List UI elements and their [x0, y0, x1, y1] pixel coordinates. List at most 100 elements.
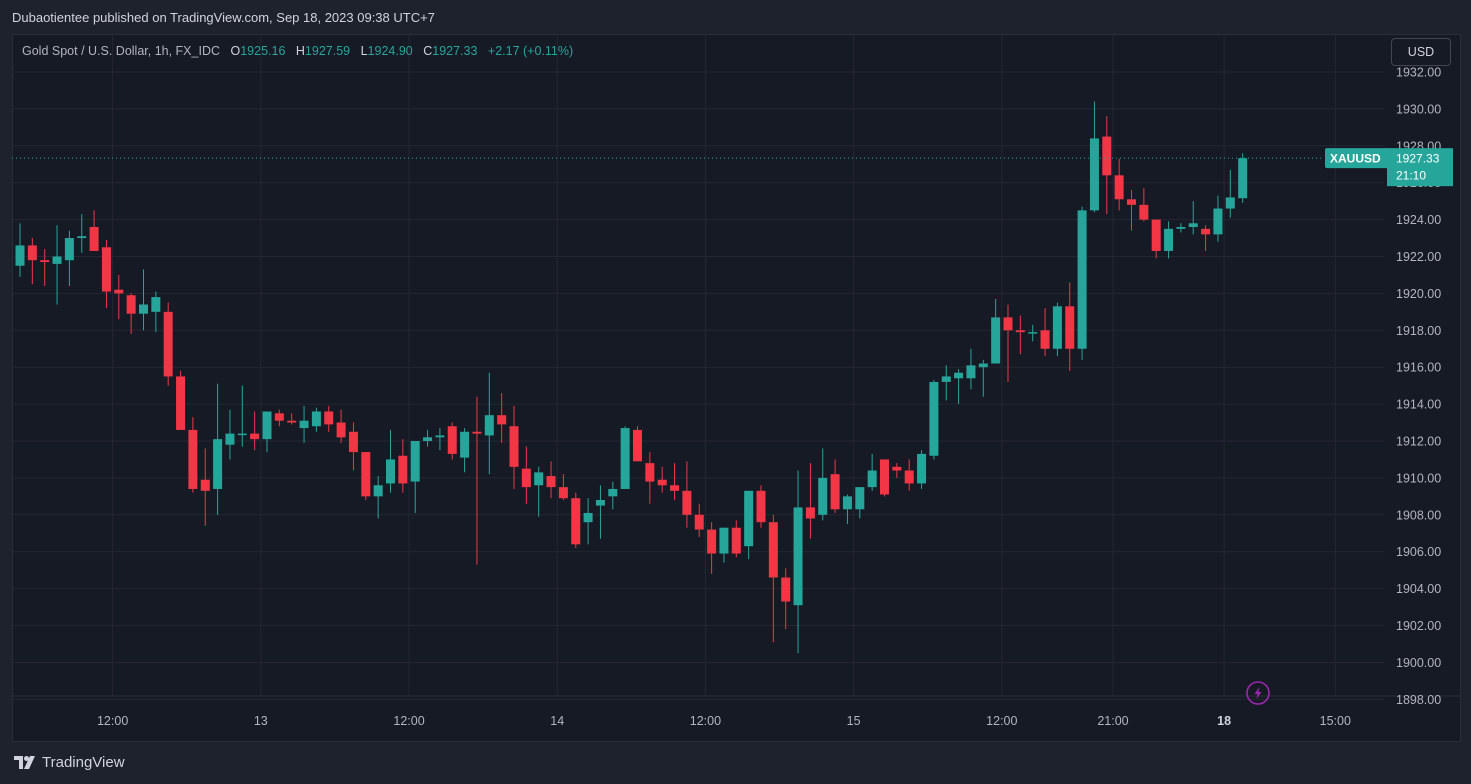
candle: [620, 426, 630, 489]
bar-countdown: 21:10: [1396, 169, 1426, 183]
candle: [830, 459, 840, 513]
candle: [731, 520, 741, 558]
candle-body: [1176, 226, 1186, 229]
candle-body: [892, 466, 902, 471]
candle: [398, 439, 408, 493]
candle: [805, 463, 815, 539]
candle-body: [941, 376, 951, 382]
candle: [583, 498, 593, 545]
candle-body: [386, 459, 395, 484]
candle-body: [521, 468, 531, 488]
candle-body: [855, 487, 865, 510]
candle-body: [1139, 204, 1149, 220]
candle-body: [744, 490, 754, 547]
candle-body: [1238, 158, 1248, 199]
chart-frame: [12, 34, 1461, 742]
time-tick-label: 14: [550, 714, 564, 728]
candle-body: [1151, 219, 1161, 251]
candle-body: [1188, 223, 1198, 227]
candle-body: [534, 472, 544, 486]
candle-body: [1077, 210, 1087, 349]
tradingview-logo[interactable]: TradingView: [14, 754, 125, 771]
candle: [1015, 315, 1025, 355]
candle: [126, 293, 136, 334]
time-axis: 12:00 13 12:00 14 12:00 15 12:00 21:00 18 15:00: [97, 714, 1351, 728]
candle-body: [151, 297, 161, 312]
candle: [89, 210, 99, 251]
candle-body: [497, 415, 507, 425]
candle: [1225, 169, 1235, 218]
candle: [670, 463, 680, 501]
price-tick-label: 1932.00: [1396, 66, 1441, 80]
candle: [558, 474, 568, 501]
candle-body: [423, 437, 433, 441]
candle: [77, 214, 87, 253]
price-tick-label: 1912.00: [1396, 435, 1441, 449]
candle-body: [1127, 199, 1136, 205]
ohlc-legend: Gold Spot / U.S. Dollar, 1h, FX_IDC O192…: [22, 44, 573, 58]
candle: [250, 411, 260, 451]
candle-body: [435, 435, 445, 438]
price-chart[interactable]: 1932.001930.001928.001926.001924.001922.…: [12, 34, 1461, 742]
price-tick-label: 1922.00: [1396, 250, 1441, 264]
candle: [781, 568, 791, 630]
candle: [1003, 304, 1013, 382]
candle: [1164, 221, 1174, 259]
price-tick-label: 1924.00: [1396, 213, 1441, 227]
candle: [176, 370, 186, 430]
candle-body: [558, 487, 568, 499]
candle: [880, 459, 889, 497]
candle: [818, 448, 828, 521]
candle-body: [324, 411, 334, 425]
candle-body: [52, 256, 62, 264]
candle: [534, 466, 544, 517]
candle: [966, 348, 976, 390]
candle: [213, 383, 223, 515]
candle: [595, 485, 605, 539]
candle-body: [200, 479, 210, 491]
candle-body: [633, 429, 642, 462]
candle-body: [707, 529, 717, 554]
candle-body: [299, 420, 309, 429]
candle-body: [410, 441, 420, 482]
candle-body: [250, 433, 260, 440]
symbol-description[interactable]: Gold Spot / U.S. Dollar, 1h, FX_IDC: [22, 44, 220, 58]
candle: [373, 476, 383, 519]
candle: [521, 446, 531, 504]
candle: [460, 428, 470, 473]
candle: [1238, 153, 1248, 203]
candle-body: [793, 507, 803, 606]
candle-body: [756, 490, 766, 523]
candle-body: [719, 527, 729, 554]
candle: [904, 459, 914, 491]
price-tick-label: 1918.00: [1396, 324, 1441, 338]
candle: [163, 302, 173, 386]
currency-button[interactable]: USD: [1391, 38, 1451, 66]
price-tick-label: 1916.00: [1396, 361, 1441, 375]
price-tick-label: 1920.00: [1396, 287, 1441, 301]
candle: [348, 422, 358, 471]
candle-body: [213, 439, 223, 489]
price-tick-label: 1906.00: [1396, 545, 1441, 559]
candle: [892, 463, 902, 478]
candle: [1065, 282, 1075, 371]
candle: [707, 522, 717, 574]
candle: [139, 269, 148, 331]
close-label: C: [423, 44, 433, 58]
candle-body: [904, 470, 914, 484]
candle: [299, 405, 309, 443]
candle: [40, 249, 50, 287]
candle-body: [1089, 138, 1099, 211]
candle: [867, 453, 877, 491]
candle: [484, 372, 494, 475]
price-tick-label: 1900.00: [1396, 656, 1441, 670]
candle: [435, 428, 445, 451]
candle: [1213, 195, 1223, 242]
candle-body: [225, 433, 235, 445]
candle-body: [27, 245, 37, 261]
candle-body: [595, 500, 605, 506]
candle-body: [657, 479, 667, 486]
candle: [954, 369, 964, 405]
price-axis: 1932.001930.001928.001926.001924.001922.…: [1396, 66, 1441, 707]
lightning-icon[interactable]: [1246, 681, 1270, 705]
